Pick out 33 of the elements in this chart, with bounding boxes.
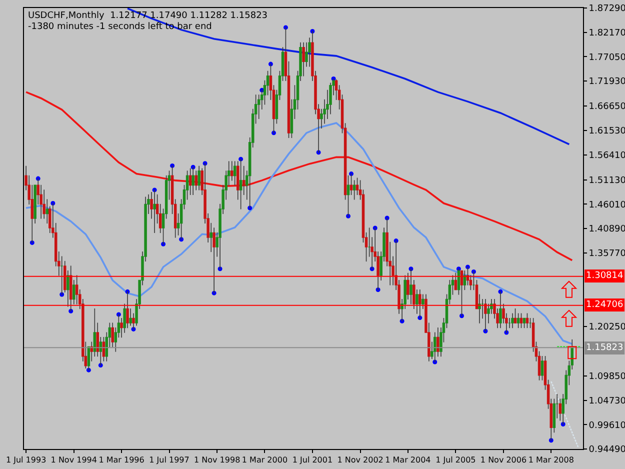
ref-line-label: 1.15823 [586, 343, 624, 353]
x-tick-label: 1 Jul 2001 [292, 456, 333, 465]
x-tick-label: 1 Mar 1996 [98, 456, 144, 465]
candlestick [478, 294, 481, 324]
point [170, 163, 175, 168]
x-tick-label: 1 Jul 1993 [6, 456, 46, 465]
point [460, 314, 464, 318]
candlestick [46, 199, 49, 224]
candlestick [210, 222, 212, 252]
candlestick [242, 166, 246, 196]
x-tick-label: 1 Mar 2000 [242, 456, 288, 465]
candlestick [120, 318, 123, 338]
point [471, 269, 476, 274]
point [346, 214, 350, 218]
chart-title: USDCHF,Monthly 1.12177 1.17490 1.11282 1.15823 [28, 11, 268, 21]
line-series [25, 91, 574, 262]
x-tick-label: 1 Jul 2005 [436, 456, 476, 465]
ref-line-label: 1.24706 [586, 300, 624, 310]
point [161, 242, 166, 246]
line-series [25, 122, 574, 345]
point [179, 237, 184, 242]
candlestick [153, 190, 156, 234]
x-tick-label: 1 Mar 2008 [528, 456, 574, 465]
x-tick-label: 1 Nov 1998 [194, 456, 240, 465]
point [349, 172, 354, 176]
x-tick-label: 1 Mar 2004 [385, 456, 431, 465]
ref-line-label: 1.30814 [586, 271, 624, 281]
x-tick-label: 1 Nov 2002 [337, 456, 384, 465]
x-tick-label: 1 Nov 2006 [480, 456, 527, 465]
point [86, 368, 91, 372]
x-tick-label: 1 Nov 1994 [50, 456, 97, 465]
x-tick-label: 1 Jul 1997 [149, 456, 190, 465]
candlestick [230, 161, 234, 181]
